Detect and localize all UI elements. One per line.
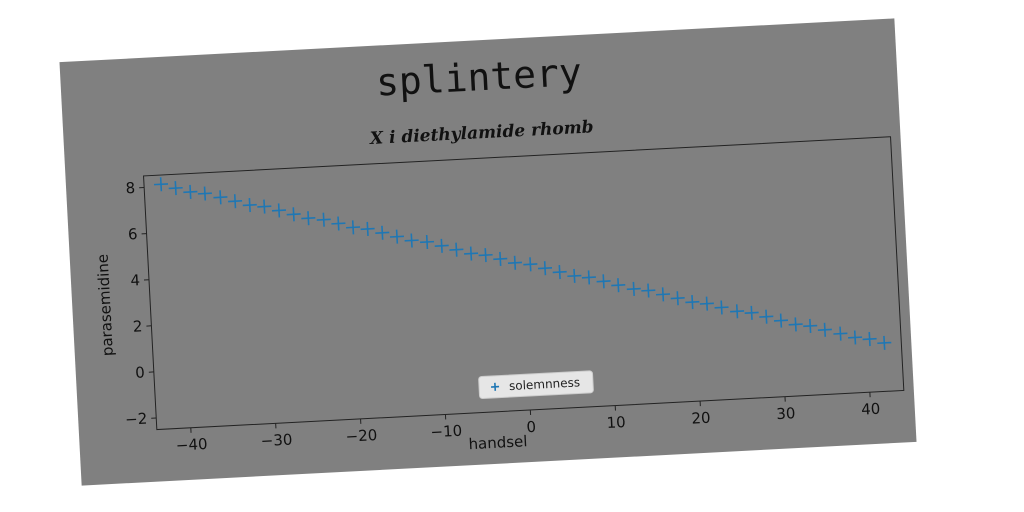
x-tick-label: −30: [260, 431, 293, 451]
data-point: [213, 190, 228, 205]
data-point: [596, 274, 611, 289]
data-point: [168, 181, 183, 196]
data-point: [714, 300, 729, 315]
x-tick-label: 40: [861, 400, 881, 419]
data-point: [507, 255, 522, 270]
data-point: [464, 246, 479, 261]
data-point: [655, 287, 671, 302]
data-point: [817, 322, 832, 337]
data-point: [552, 265, 567, 280]
data-point: [833, 326, 848, 341]
data-point: [434, 238, 449, 253]
y-tick-label: 8: [125, 179, 135, 197]
data-point: [730, 304, 745, 319]
y-tick-label: 4: [130, 271, 140, 289]
data-point: [567, 268, 582, 283]
y-tick-label: 2: [132, 317, 142, 335]
data-point: [685, 295, 700, 310]
data-point: [803, 318, 818, 333]
data-point: [257, 199, 272, 214]
data-point: [449, 242, 464, 257]
data-point: [389, 229, 405, 244]
data-point: [286, 207, 301, 222]
data-point: [670, 291, 685, 306]
x-tick-label: 0: [526, 418, 536, 436]
series-solemnness: [153, 177, 892, 350]
data-point: [759, 309, 774, 324]
data-point: [641, 283, 656, 298]
y-tick-label: 6: [128, 225, 138, 243]
y-axis: −2 0 2 4 6 8: [125, 179, 157, 429]
data-point: [301, 211, 316, 226]
data-point: [346, 220, 361, 235]
data-point: [360, 221, 375, 236]
chart-svg: splintery X i diethylamide rhomb −40 −30−…: [94, 50, 905, 455]
data-point: [699, 296, 714, 311]
chart-figure: splintery X i diethylamide rhomb −40 −30−…: [59, 18, 917, 486]
data-point: [788, 317, 803, 332]
x-tick-label: 10: [606, 413, 626, 432]
legend-entry-solemnness: solemnness: [509, 375, 581, 393]
legend-box: [478, 370, 594, 399]
x-tick-label: −20: [345, 426, 378, 446]
data-point: [773, 313, 789, 328]
plot-title: X i diethylamide rhomb: [368, 117, 594, 149]
data-point: [626, 281, 641, 296]
data-point: [537, 261, 553, 276]
y-axis-label: parasemidine: [94, 254, 117, 357]
data-point: [242, 198, 257, 213]
data-point: [183, 184, 198, 200]
data-point: [862, 332, 877, 347]
y-tick-label: −2: [125, 410, 148, 429]
data-point: [375, 225, 390, 240]
data-point: [153, 177, 169, 192]
data-point: [848, 330, 863, 345]
data-point: [523, 257, 538, 272]
data-point: [744, 305, 759, 320]
data-point: [611, 278, 626, 293]
data-point: [420, 234, 435, 250]
data-point: [316, 212, 331, 227]
data-point: [493, 251, 508, 266]
legend-marker-solemnness: [491, 382, 500, 391]
data-point: [331, 216, 346, 231]
figure-title: splintery: [375, 50, 583, 105]
legend: solemnness: [478, 370, 594, 399]
data-point: [478, 248, 493, 263]
y-tick-label: 0: [135, 363, 145, 381]
data-point: [271, 203, 287, 218]
x-tick-label: −10: [430, 422, 463, 442]
x-tick-label: 30: [776, 404, 796, 423]
data-point: [404, 233, 419, 248]
data-point: [197, 186, 212, 201]
x-tick-label: 20: [691, 409, 711, 428]
data-point: [581, 270, 596, 285]
x-axis: −40 −30 −20 −10 0 10 20 30 40: [175, 392, 881, 455]
data-point: [228, 194, 243, 209]
x-axis-label: handsel: [468, 432, 528, 453]
x-tick-label: −40: [175, 435, 208, 455]
data-point: [877, 335, 892, 350]
